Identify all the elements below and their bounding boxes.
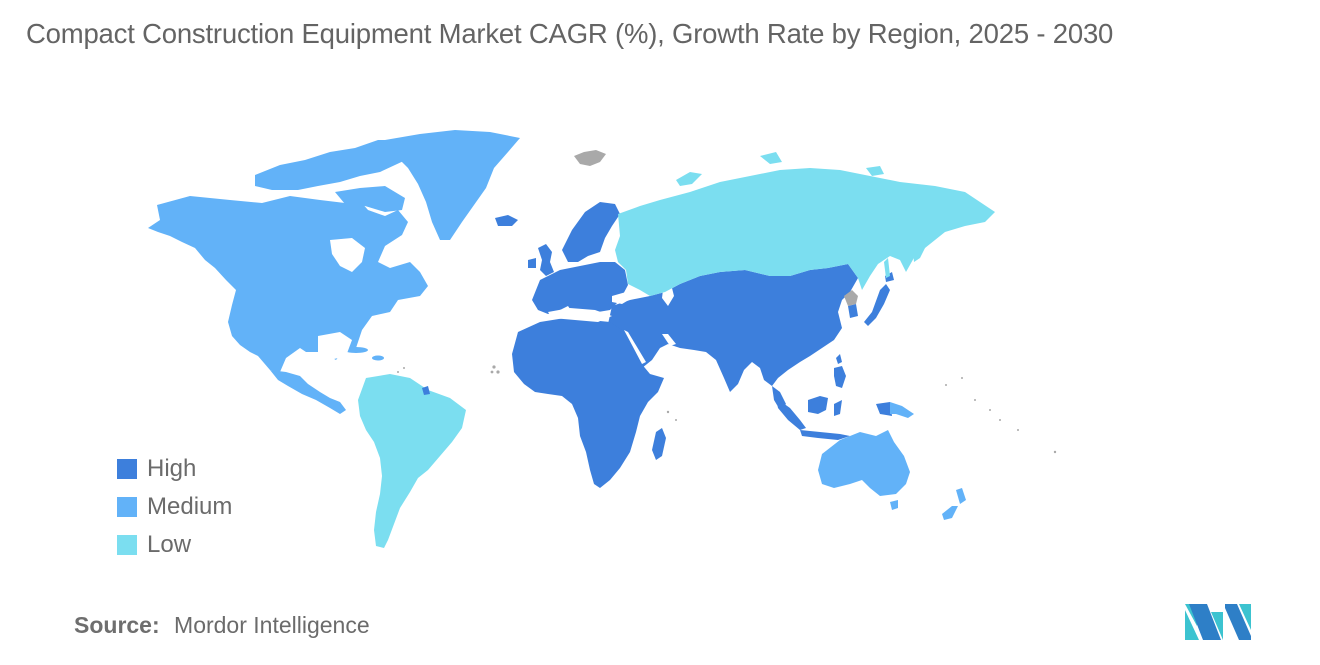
legend: High Medium Low — [117, 450, 232, 564]
hudson-bay — [330, 238, 365, 272]
region-north-korea — [844, 290, 858, 306]
legend-item-high: High — [117, 450, 232, 488]
legend-item-medium: Medium — [117, 488, 232, 526]
region-french-guiana — [422, 386, 430, 395]
source-value: Mordor Intelligence — [174, 612, 370, 638]
region-north-america — [148, 130, 520, 414]
region-oceania — [818, 402, 966, 520]
legend-label: High — [147, 455, 197, 482]
legend-label: Medium — [147, 493, 233, 520]
region-russia — [615, 152, 995, 296]
region-south-america — [358, 374, 466, 548]
legend-label: Low — [147, 531, 192, 558]
legend-item-low: Low — [117, 526, 232, 564]
gulf-of-mexico — [318, 332, 352, 360]
minor-islands — [397, 365, 1057, 454]
region-svalbard — [574, 150, 606, 166]
legend-swatch-high — [117, 459, 137, 479]
mordor-intelligence-logo-icon — [1185, 604, 1251, 640]
source-credit: Source: Mordor Intelligence — [74, 612, 370, 639]
legend-swatch-low — [117, 535, 137, 555]
source-label: Source: — [74, 612, 160, 638]
chart-title: Compact Construction Equipment Market CA… — [26, 18, 1114, 49]
legend-swatch-medium — [117, 497, 137, 517]
